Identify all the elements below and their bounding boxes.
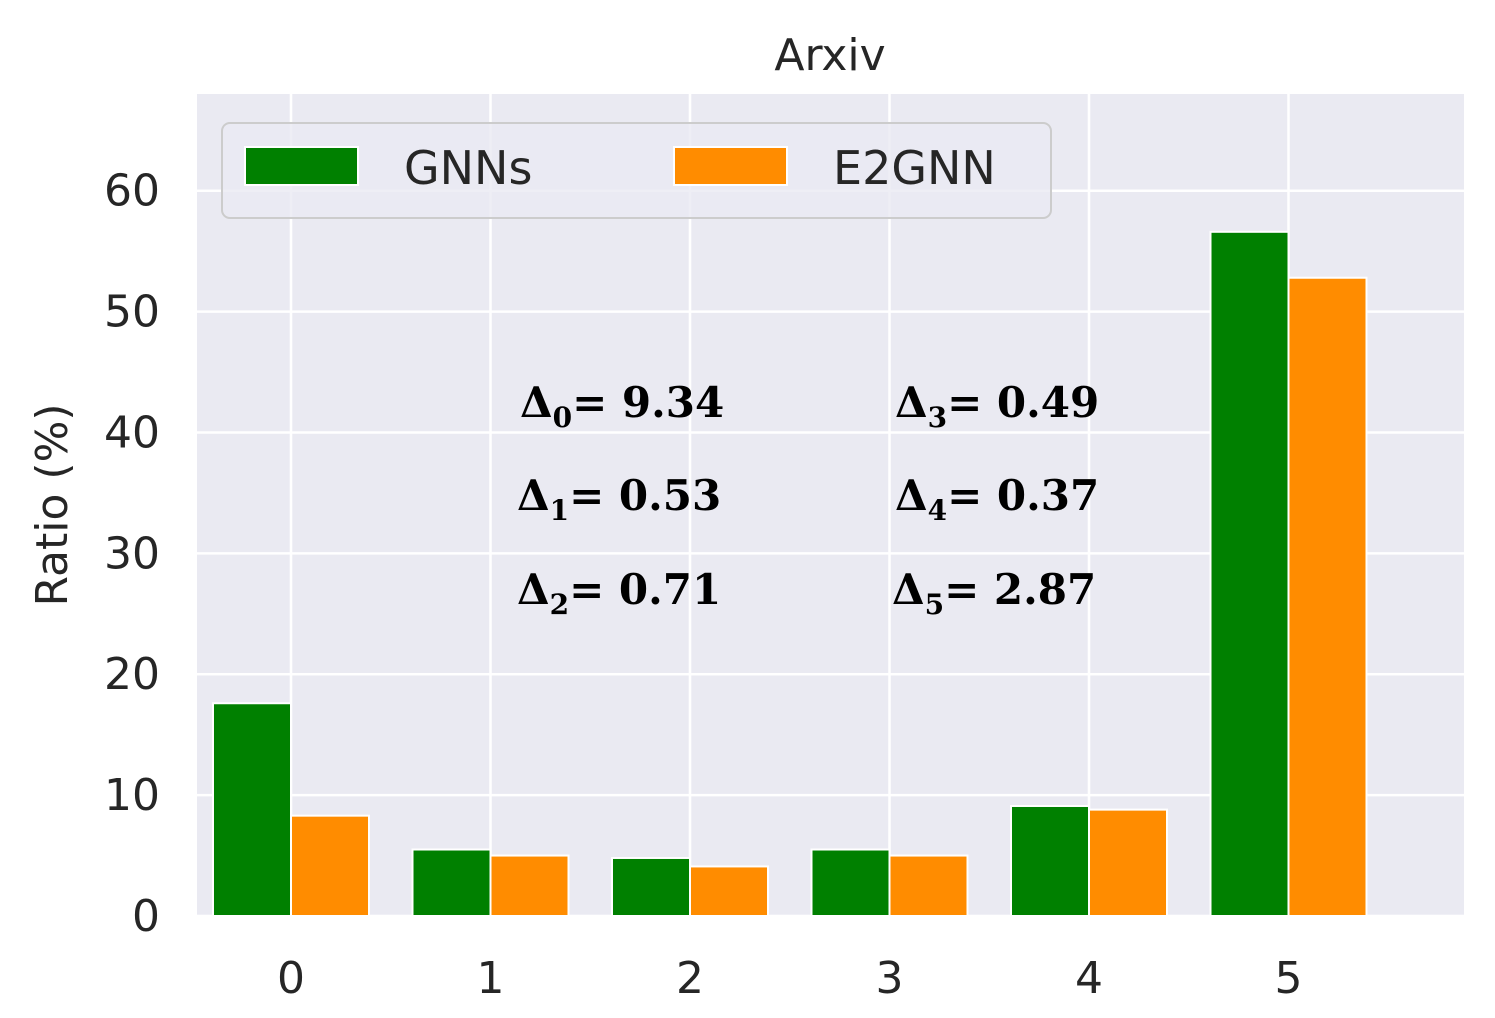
- delta-annotation-2: Δ2= 0.71: [517, 565, 721, 621]
- delta-annotation-1: Δ1= 0.53: [517, 471, 721, 527]
- bar-e2gnn-3: [888, 854, 969, 918]
- bar-gnns-5: [1209, 230, 1290, 917]
- delta-annotation-3: Δ3= 0.49: [895, 378, 1099, 434]
- legend: GNNs E2GNN: [221, 122, 1052, 219]
- x-tick-label: 0: [277, 953, 305, 1004]
- legend-swatch-e2gnn: [673, 146, 788, 186]
- y-tick-label: 20: [104, 649, 160, 700]
- x-tick-label: 4: [1075, 953, 1103, 1004]
- y-tick-labels: 0 10 20 30 40 50 60: [104, 166, 160, 942]
- bar-e2gnn-4: [1088, 808, 1168, 918]
- x-tick-label: 3: [876, 953, 904, 1004]
- bars: [212, 230, 1368, 918]
- y-tick-label: 10: [104, 770, 160, 821]
- legend-label-e2gnn: E2GNN: [833, 141, 996, 195]
- delta-annotation-0: Δ0= 9.34: [520, 378, 724, 434]
- bar-e2gnn-0: [290, 814, 370, 918]
- delta-annotation-5: Δ5= 2.87: [892, 565, 1096, 621]
- bar-gnns-1: [411, 848, 492, 917]
- legend-box: [221, 122, 1052, 219]
- y-tick-label: 40: [104, 407, 160, 458]
- y-tick-label: 60: [104, 166, 160, 217]
- bar-gnns-0: [212, 702, 292, 918]
- delta-annotation-4: Δ4= 0.37: [895, 471, 1099, 527]
- legend-label-gnns: GNNs: [404, 141, 532, 195]
- legend-swatch-gnns: [244, 146, 359, 186]
- grid-lines: [197, 94, 1464, 918]
- bar-gnns-3: [810, 848, 891, 917]
- x-tick-labels: 0 1 2 3 4 5: [277, 953, 1303, 1004]
- bar-e2gnn-5: [1287, 276, 1368, 918]
- y-tick-label: 0: [132, 891, 160, 942]
- bar-e2gnn-1: [489, 854, 570, 918]
- y-axis-label: Ratio (%): [27, 403, 78, 606]
- y-tick-label: 50: [104, 287, 160, 338]
- delta-annotations: Δ0= 9.34 Δ1= 0.53 Δ2= 0.71 Δ3= 0.49 Δ4= 0.37…: [517, 378, 1099, 621]
- bar-gnns-2: [611, 856, 691, 917]
- bar-e2gnn-2: [689, 865, 769, 917]
- bar-gnns-4: [1010, 804, 1090, 918]
- x-tick-label: 2: [676, 953, 704, 1004]
- x-tick-label: 5: [1275, 953, 1303, 1004]
- chart-title: Arxiv: [774, 30, 885, 81]
- y-tick-label: 30: [104, 528, 160, 579]
- x-tick-label: 1: [477, 953, 505, 1004]
